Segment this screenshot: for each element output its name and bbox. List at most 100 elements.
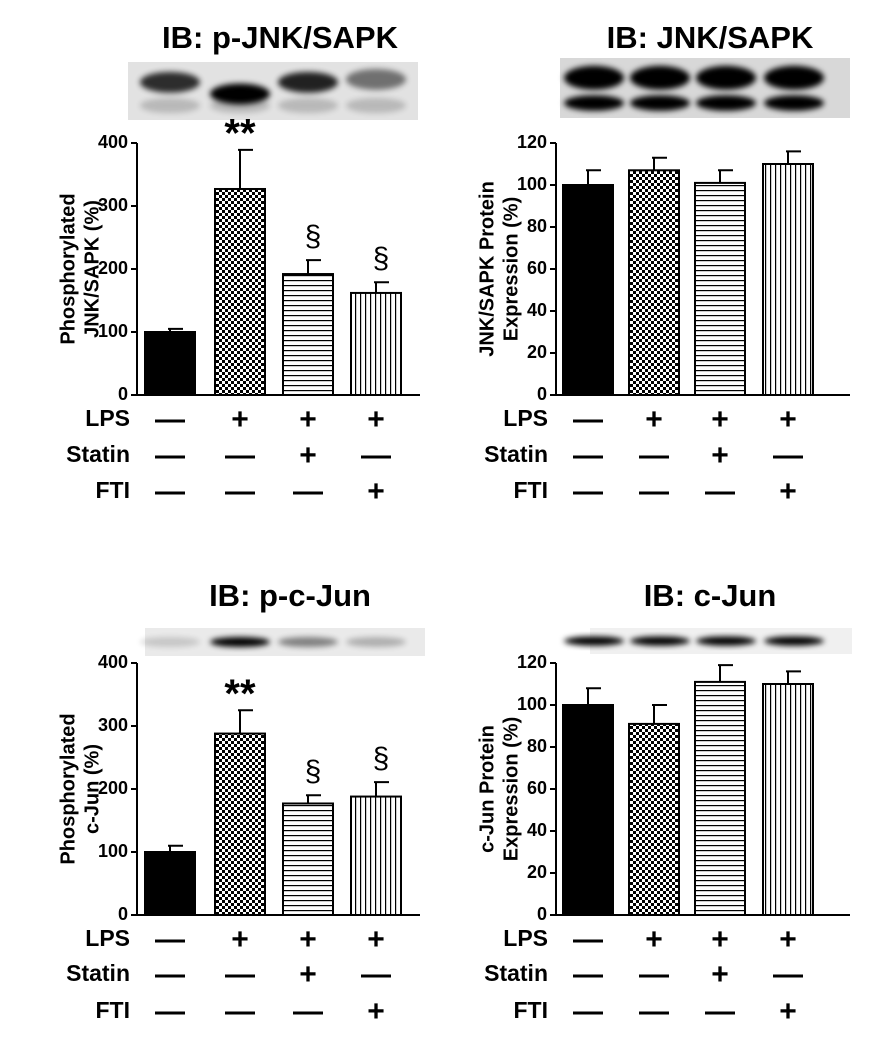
error-bar bbox=[238, 709, 253, 734]
annotation: § bbox=[373, 742, 390, 775]
condition-sign: — bbox=[155, 995, 185, 1028]
blot-band bbox=[630, 636, 690, 646]
blot-band bbox=[696, 636, 756, 646]
chart: IB: p-c-Jun 0 100 200 300 400 Phosphorylated c-… bbox=[57, 578, 425, 1028]
condition-sign: + bbox=[779, 995, 797, 1028]
condition-sign: + bbox=[711, 923, 729, 956]
blot-band bbox=[278, 97, 338, 114]
condition-sign: — bbox=[155, 475, 185, 508]
blot-band bbox=[140, 71, 200, 93]
condition-sign: + bbox=[367, 475, 385, 508]
chart: IB: JNK/SAPK 0 20 40 60 80 100 120 JNK/SAPK Prot… bbox=[476, 20, 850, 508]
condition-sign: — bbox=[573, 403, 603, 436]
condition-label: FTI bbox=[514, 997, 549, 1023]
error-bar bbox=[718, 664, 733, 682]
condition-sign: — bbox=[573, 923, 603, 956]
bar bbox=[762, 163, 814, 396]
error-bar bbox=[306, 794, 321, 804]
condition-sign: + bbox=[779, 475, 797, 508]
condition-sign: — bbox=[705, 475, 735, 508]
blot-band bbox=[346, 636, 406, 648]
y-tick-label: 40 bbox=[527, 820, 547, 840]
condition-sign: — bbox=[573, 475, 603, 508]
blot-band bbox=[210, 636, 270, 648]
condition-sign: — bbox=[639, 958, 669, 991]
condition-label: FTI bbox=[514, 477, 549, 503]
condition-sign: — bbox=[639, 475, 669, 508]
error-bar bbox=[786, 670, 801, 684]
condition-label: LPS bbox=[503, 405, 548, 431]
error-bar bbox=[586, 169, 601, 185]
condition-sign: — bbox=[573, 958, 603, 991]
error-bar bbox=[238, 148, 253, 189]
error-bar bbox=[652, 156, 667, 171]
y-tick-label: 100 bbox=[517, 174, 547, 194]
condition-label: Statin bbox=[484, 960, 548, 986]
bar bbox=[282, 273, 334, 397]
condition-sign: — bbox=[773, 958, 803, 991]
condition-sign: — bbox=[225, 439, 255, 472]
y-tick-label: 0 bbox=[537, 904, 547, 924]
y-axis-label: c-Jun (%) bbox=[81, 744, 103, 834]
y-tick-label: 100 bbox=[98, 321, 128, 341]
y-tick-label: 40 bbox=[527, 300, 547, 320]
y-tick-label: 200 bbox=[98, 258, 128, 278]
blot-band bbox=[764, 95, 824, 111]
condition-sign: + bbox=[645, 403, 663, 436]
blot-band bbox=[346, 97, 406, 114]
chart-title: IB: p-c-Jun bbox=[209, 578, 371, 613]
y-tick-label: 120 bbox=[517, 132, 547, 152]
bar bbox=[628, 722, 680, 917]
blot-band bbox=[764, 636, 824, 646]
condition-sign: — bbox=[361, 439, 391, 472]
condition-sign: + bbox=[779, 923, 797, 956]
y-tick-label: 60 bbox=[527, 258, 547, 278]
condition-sign: + bbox=[299, 958, 317, 991]
error-bar bbox=[168, 327, 183, 332]
condition-label: FTI bbox=[96, 477, 131, 503]
condition-sign: — bbox=[773, 439, 803, 472]
y-tick-label: 20 bbox=[527, 342, 547, 362]
y-tick-label: 200 bbox=[98, 778, 128, 798]
y-axis-label: Phosphorylated bbox=[57, 713, 79, 864]
y-axis-label: Expression (%) bbox=[500, 197, 522, 341]
y-tick-label: 80 bbox=[527, 736, 547, 756]
y-tick-label: 120 bbox=[517, 652, 547, 672]
condition-sign: — bbox=[573, 439, 603, 472]
y-tick-label: 20 bbox=[527, 862, 547, 882]
y-tick-label: 300 bbox=[98, 195, 128, 215]
condition-label: Statin bbox=[66, 441, 130, 467]
condition-sign: — bbox=[639, 439, 669, 472]
blot-band bbox=[564, 95, 624, 111]
chart-title: IB: JNK/SAPK bbox=[607, 20, 814, 55]
annotation: § bbox=[373, 242, 390, 275]
chart-title: IB: c-Jun bbox=[644, 578, 777, 613]
condition-label: LPS bbox=[85, 405, 130, 431]
bar bbox=[214, 732, 266, 916]
condition-sign: + bbox=[367, 403, 385, 436]
bar bbox=[350, 291, 402, 396]
condition-sign: — bbox=[155, 403, 185, 436]
condition-sign: — bbox=[293, 475, 323, 508]
blot-band bbox=[278, 636, 338, 648]
condition-sign: + bbox=[299, 439, 317, 472]
bar bbox=[144, 331, 196, 396]
condition-sign: + bbox=[231, 403, 249, 436]
condition-label: Statin bbox=[484, 441, 548, 467]
condition-label: Statin bbox=[66, 960, 130, 986]
bar bbox=[562, 184, 614, 396]
condition-label: LPS bbox=[503, 925, 548, 951]
bar bbox=[628, 169, 680, 396]
y-axis-label: JNK/SAPK (%) bbox=[81, 200, 103, 338]
chart-title: IB: p-JNK/SAPK bbox=[162, 20, 399, 55]
bar bbox=[214, 187, 266, 396]
error-bar bbox=[374, 281, 389, 293]
y-tick-label: 100 bbox=[517, 694, 547, 714]
blot-band bbox=[564, 65, 624, 90]
chart: IB: p-JNK/SAPK 0 100 200 300 400 Phosphorylate… bbox=[57, 20, 420, 508]
condition-sign: + bbox=[231, 923, 249, 956]
blot-band bbox=[630, 65, 690, 90]
condition-sign: — bbox=[293, 995, 323, 1028]
bar bbox=[762, 683, 814, 916]
